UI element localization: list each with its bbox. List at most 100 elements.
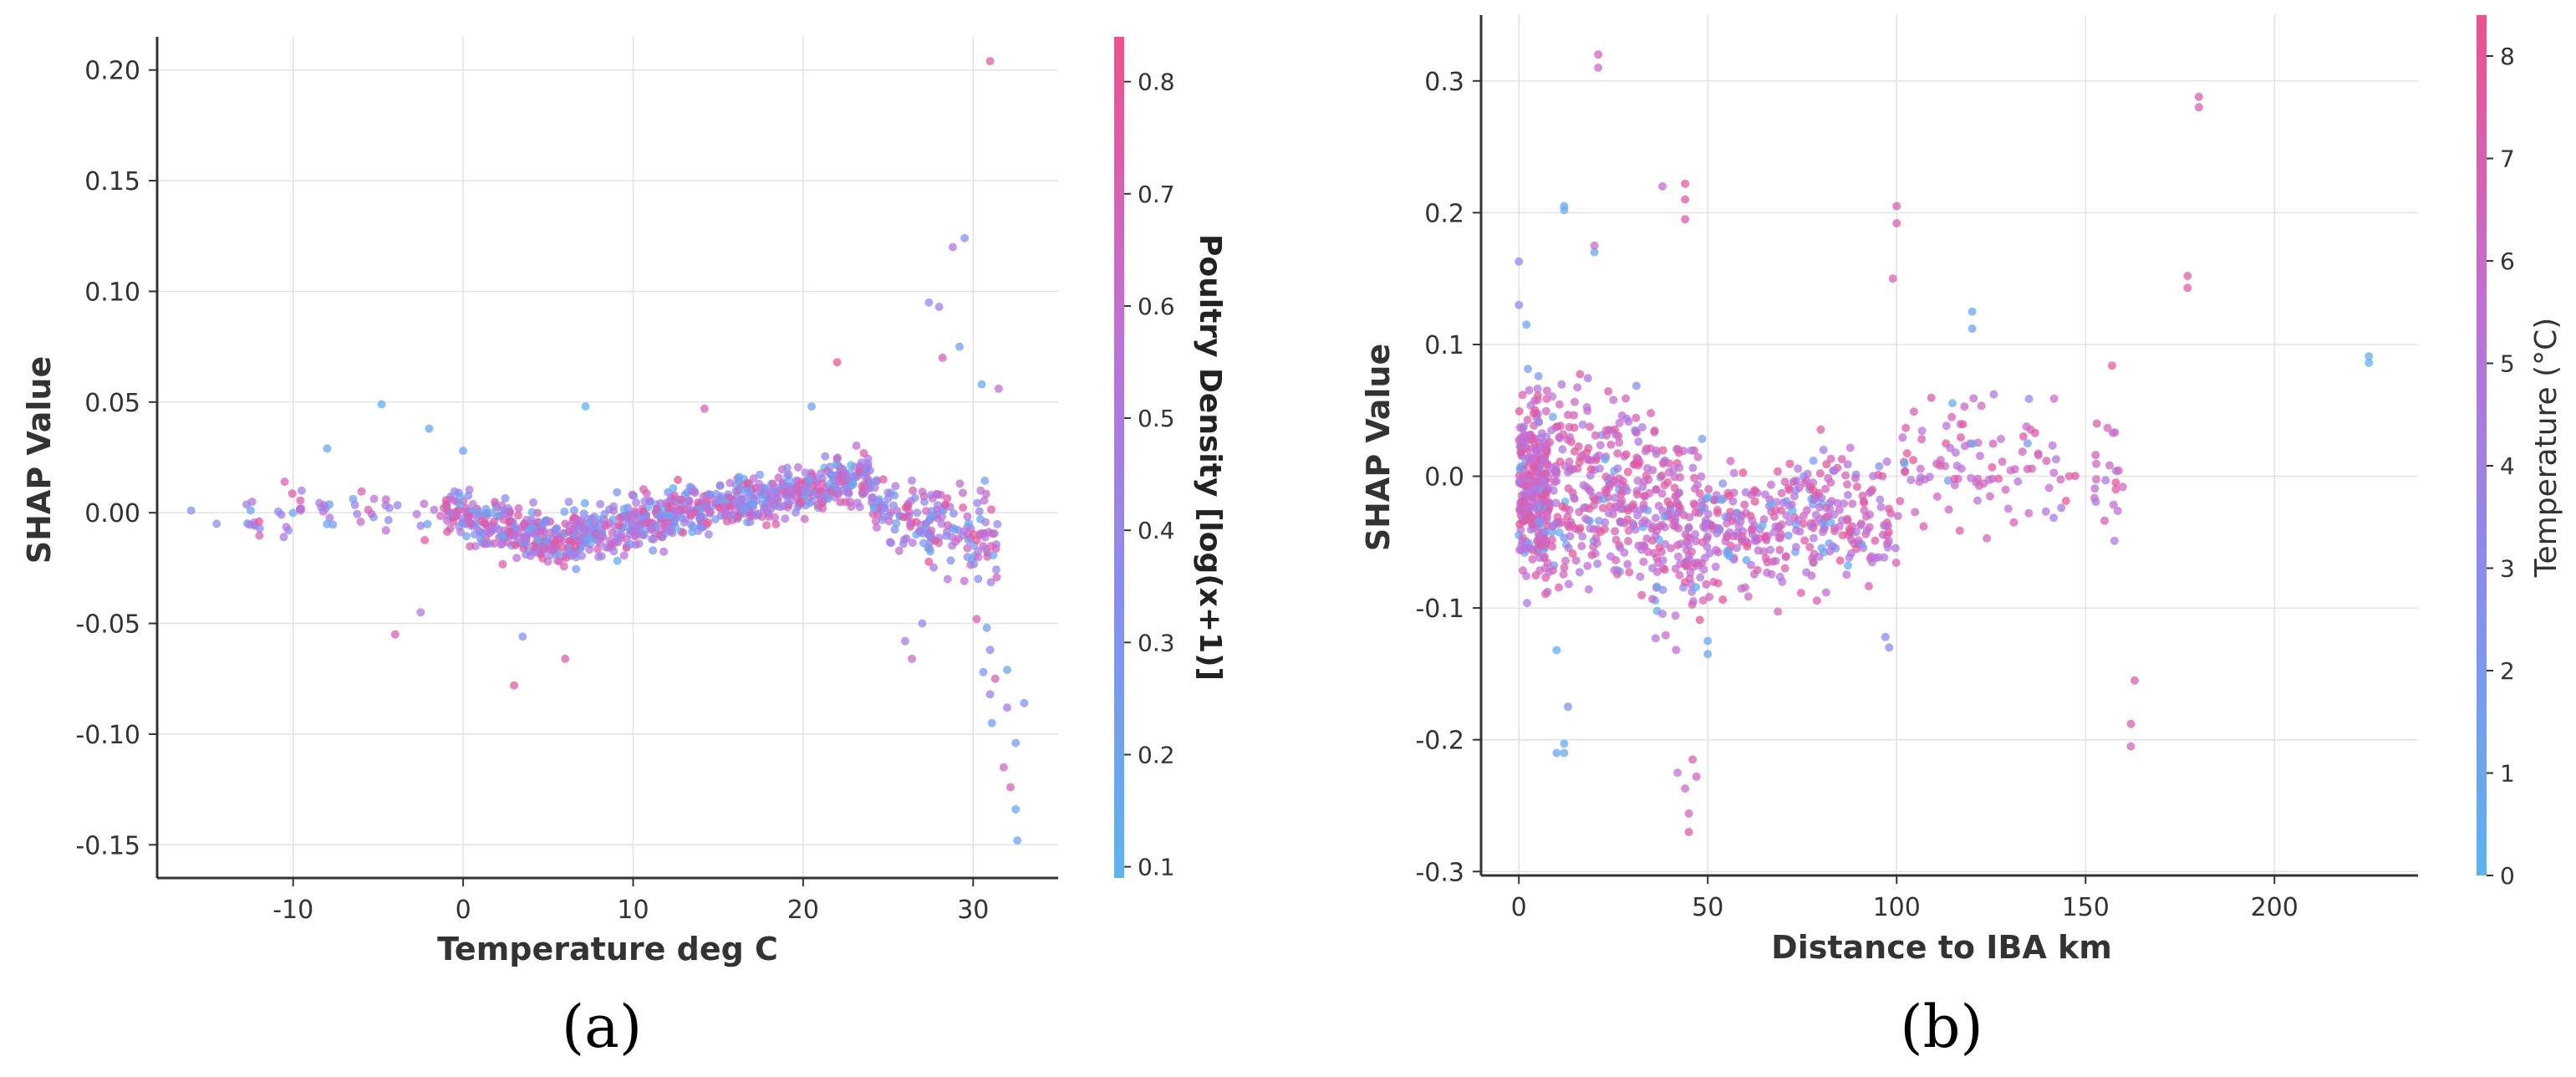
chart-a-point	[749, 474, 758, 483]
chart-b-point	[1782, 497, 1791, 506]
chart-b-point	[1616, 518, 1626, 527]
chart-b-point	[1805, 543, 1815, 552]
chart-a-point	[349, 494, 358, 503]
chart-a-point	[869, 503, 878, 513]
chart-b-point	[1684, 523, 1693, 532]
chart-b-point	[1703, 543, 1712, 552]
chart-b-point	[1558, 502, 1567, 511]
chart-a-point	[801, 468, 810, 477]
chart-b-point	[2061, 497, 2070, 505]
chart-b-point	[2103, 423, 2112, 432]
chart-b-point	[1691, 530, 1700, 538]
chart-a-point	[279, 533, 288, 542]
chart-b-point	[1545, 568, 1554, 577]
chart-b-point	[1885, 643, 1894, 652]
chart-a-point	[1013, 836, 1022, 845]
chart-b-point	[1648, 536, 1657, 545]
chart-a-point	[900, 636, 909, 646]
chart-b-point	[1842, 570, 1851, 579]
chart-a-point	[884, 517, 893, 526]
chart-b-point	[1601, 472, 1611, 482]
chart-a-point	[804, 475, 813, 483]
chart-b-point	[1611, 502, 1620, 511]
chart-a-point	[485, 539, 494, 548]
chart-b-point	[1515, 519, 1525, 528]
chart-b-point	[1771, 506, 1780, 515]
chart-a-point	[859, 449, 868, 457]
chart-b-point	[1560, 563, 1569, 572]
chart-b-point	[1820, 524, 1829, 533]
chart-a-point	[794, 462, 802, 472]
chart-b-point	[1748, 516, 1757, 525]
chart-a-point	[912, 518, 921, 527]
chart-b-point	[1902, 449, 1912, 458]
chart-a-point	[1006, 783, 1015, 792]
chart-b-colorbar-tick-label: 7	[2500, 145, 2515, 173]
chart-b-point	[1687, 446, 1696, 455]
chart-b-point	[1651, 513, 1660, 523]
chart-b-point	[1658, 446, 1667, 455]
chart-b-point	[1531, 447, 1540, 457]
chart-b-point	[1591, 533, 1601, 543]
chart-b-point	[1876, 495, 1885, 504]
chart-a-point	[908, 538, 917, 548]
chart-b-point	[1810, 549, 1819, 559]
chart-a-point	[569, 506, 578, 515]
chart-b-point	[1968, 307, 1977, 316]
chart-b-point	[1629, 500, 1637, 509]
chart-b-point	[1557, 380, 1566, 389]
chart-b-point	[1767, 480, 1775, 489]
chart-a-point	[420, 536, 430, 544]
chart-a-point	[514, 504, 523, 513]
chart-b-point	[1632, 453, 1642, 462]
chart-b-point	[1601, 518, 1610, 527]
chart-b-point	[1845, 528, 1855, 537]
chart-b-point	[1552, 748, 1561, 758]
chart-b-point	[1528, 554, 1537, 564]
chart-b-point	[1796, 589, 1805, 598]
chart-b-point	[1602, 431, 1611, 440]
chart-a-point	[505, 517, 514, 526]
chart-b-point	[1652, 582, 1662, 591]
chart-b-point	[1717, 495, 1726, 504]
chart-b-x-tick-label: 0	[1511, 893, 1527, 922]
chart-a-point	[781, 514, 790, 523]
chart-b-point	[1761, 554, 1770, 563]
chart-a-point	[466, 542, 475, 551]
chart-a-point	[577, 518, 586, 527]
chart-b-point	[1845, 443, 1855, 452]
chart-a-point	[955, 479, 965, 488]
chart-b-point	[1784, 531, 1793, 540]
chart-b-point	[1672, 445, 1681, 453]
chart-b-point	[1791, 486, 1800, 495]
chart-b-point	[1583, 561, 1592, 570]
chart-a-point	[583, 533, 592, 543]
chart-b-y-tick-label: 0.0	[1424, 463, 1464, 493]
chart-a-point	[826, 469, 835, 478]
chart-b-point	[1824, 512, 1833, 521]
chart-a-point	[960, 576, 969, 585]
chart-b-point	[1559, 569, 1568, 579]
chart-a-point	[317, 503, 326, 512]
chart-b-point	[1657, 520, 1667, 529]
chart-b-point	[1960, 442, 1969, 451]
chart-a-point	[999, 763, 1008, 772]
chart-b-point	[1533, 396, 1542, 405]
chart-a-point	[481, 504, 491, 513]
chart-b-point	[1909, 456, 1917, 465]
chart-a-point	[464, 491, 473, 500]
chart-a-point	[584, 518, 593, 528]
chart-b-point	[1695, 508, 1703, 518]
chart-a-point	[430, 505, 439, 514]
chart-b-point	[1763, 568, 1772, 577]
chart-a-y-tick-label: 0.05	[84, 389, 140, 418]
chart-b-point	[1878, 530, 1887, 539]
chart-a-point	[771, 487, 781, 496]
chart-a-point	[782, 463, 792, 472]
chart-b-point	[1737, 584, 1746, 593]
chart-b-point	[2023, 464, 2032, 473]
chart-b-point	[1994, 474, 2003, 483]
chart-a-point	[704, 530, 713, 539]
chart-b-point	[1660, 456, 1669, 465]
chart-b-point	[1621, 394, 1631, 403]
